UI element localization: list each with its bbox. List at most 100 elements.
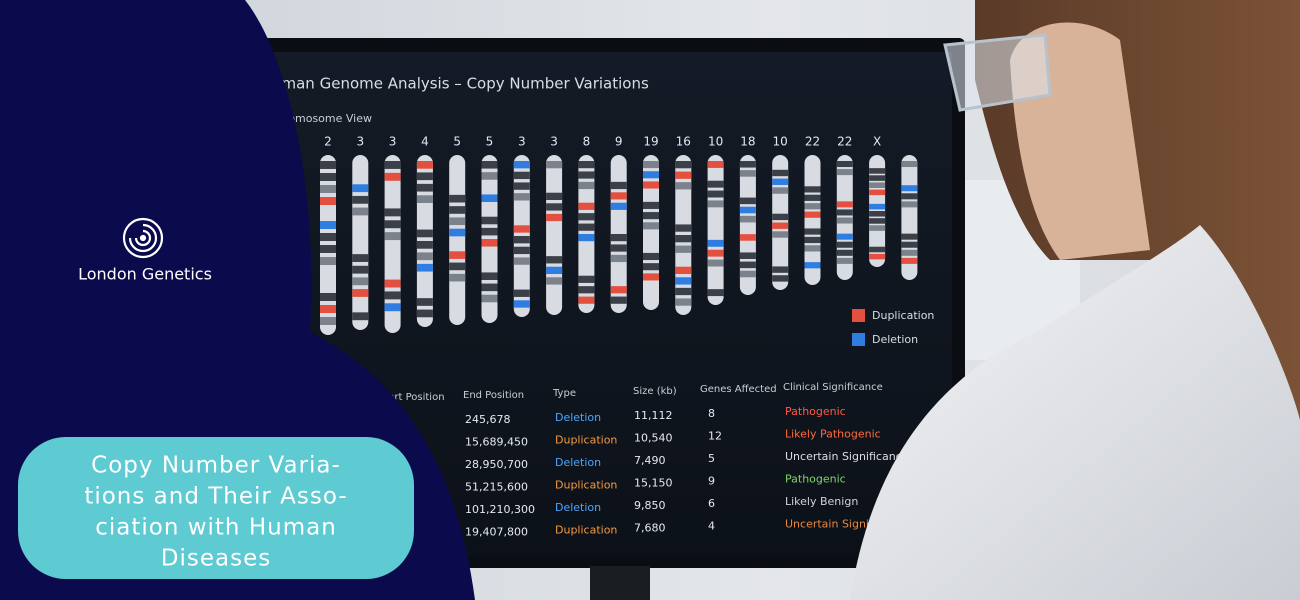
chromosome-band: [513, 161, 530, 169]
chromosome-band: [901, 233, 918, 240]
chromosome-band: [804, 262, 821, 269]
chromosome-band: [320, 185, 336, 193]
chromosome-label: 22: [837, 135, 852, 149]
chromosome-band: [449, 206, 466, 214]
chromosome-band: [449, 273, 466, 282]
table-cell: Likely Pathogenic: [785, 428, 881, 441]
chromosome: [416, 155, 433, 327]
column-header: Genes Affected: [700, 384, 777, 395]
chromosome-band: [869, 225, 886, 231]
chromosome-band: [352, 312, 369, 321]
table-cell: 19,407,800: [465, 526, 528, 539]
chromosome: [643, 155, 659, 310]
chromosome-band: [901, 193, 918, 200]
chromosome-band: [901, 249, 918, 256]
chromosome: [707, 155, 724, 305]
chromosome-body: [739, 155, 756, 295]
chromosome-band: [513, 236, 530, 244]
chromosome-band: [320, 293, 336, 301]
chromosome-band: [739, 215, 756, 223]
chromosome-band: [869, 189, 886, 196]
chromosome-band: [707, 249, 724, 257]
chromosome-band: [416, 309, 433, 318]
chromosome-band: [416, 263, 433, 272]
chromosome-band: [804, 236, 821, 244]
logo-icon: [122, 217, 164, 259]
chromosome: [739, 155, 756, 295]
chromosome-band: [869, 218, 886, 224]
chromosome-band: [675, 161, 692, 169]
table-cell: Likely Benign: [785, 495, 858, 508]
chromosome-band: [643, 252, 659, 261]
table-cell: Pathogenic: [785, 405, 846, 418]
chromosome-band: [610, 296, 627, 304]
table-cell: Duplication: [555, 479, 617, 492]
chromosome-band: [772, 169, 789, 177]
chromosome-band: [610, 254, 627, 263]
table-cell: Deletion: [555, 411, 601, 424]
section-title: romosome View: [284, 112, 372, 125]
column-header: Size (kb): [633, 386, 677, 397]
chromosome-band: [320, 233, 336, 241]
chromosome-band: [449, 217, 466, 226]
chromosome-band: [869, 203, 886, 210]
chromosome-band: [578, 234, 595, 242]
chromosome-band: [320, 161, 336, 169]
chromosome-band: [320, 257, 336, 265]
chromosome-band: [578, 296, 595, 304]
chromosome-band: [869, 253, 886, 260]
chromosome-band: [675, 277, 692, 285]
chromosome-label: 18: [740, 135, 755, 149]
chromosome-band: [352, 254, 369, 262]
chromosome-body: [384, 155, 401, 333]
chromosome-band: [578, 202, 595, 210]
chromosome-body: [449, 155, 466, 325]
chromosome: [836, 155, 853, 280]
chromosome-band: [675, 171, 692, 179]
chromosome-body: [707, 155, 724, 305]
chromosome-label: 5: [453, 135, 461, 149]
chromosome-band: [546, 203, 563, 211]
chromosome-band: [546, 192, 563, 200]
chromosome-band: [869, 168, 886, 174]
chromosome-band: [836, 241, 853, 248]
chromosome-band: [384, 303, 401, 312]
chromosome-label: 22: [805, 135, 820, 149]
chromosome-label: 5: [486, 135, 494, 149]
chromosome-band: [869, 211, 886, 217]
chromosome-band: [675, 287, 692, 296]
chromosome: [869, 155, 886, 267]
table-cell: Uncertain Signific: [785, 518, 882, 531]
chromosome-label: 8: [583, 135, 591, 149]
chromosome-band: [707, 180, 724, 188]
chromosome-band: [804, 228, 821, 235]
chromosome-band: [352, 265, 369, 274]
chromosome-band: [707, 161, 724, 168]
chromosome: [772, 155, 789, 290]
table-cell: 6: [708, 497, 715, 510]
chromosome-band: [610, 234, 627, 242]
brand-name: London Genetics: [78, 265, 212, 284]
chromosome-band: [352, 195, 369, 204]
chromosome: [513, 155, 530, 317]
chromosome-band: [643, 201, 659, 209]
chromosome-band: [513, 300, 530, 308]
column-header: Start Position: [378, 392, 445, 403]
chromosome-band: [707, 239, 724, 247]
chromosome-band: [836, 217, 853, 224]
chromosome-band: [643, 222, 659, 230]
table-cell: 8: [708, 407, 715, 420]
chromosome-band: [804, 245, 821, 252]
chromosome-band: [384, 161, 401, 169]
headline-line: ciation with Human: [95, 515, 337, 541]
chromosome: [804, 155, 821, 285]
chromosome-band: [481, 283, 498, 292]
chromosome-band: [869, 182, 886, 188]
chromosome-band: [416, 229, 433, 238]
chromosome-band: [675, 298, 692, 306]
chromosome-band: [320, 245, 336, 253]
chromosome: [578, 155, 595, 313]
chromosome-band: [869, 175, 886, 181]
chromosome: [449, 155, 466, 325]
